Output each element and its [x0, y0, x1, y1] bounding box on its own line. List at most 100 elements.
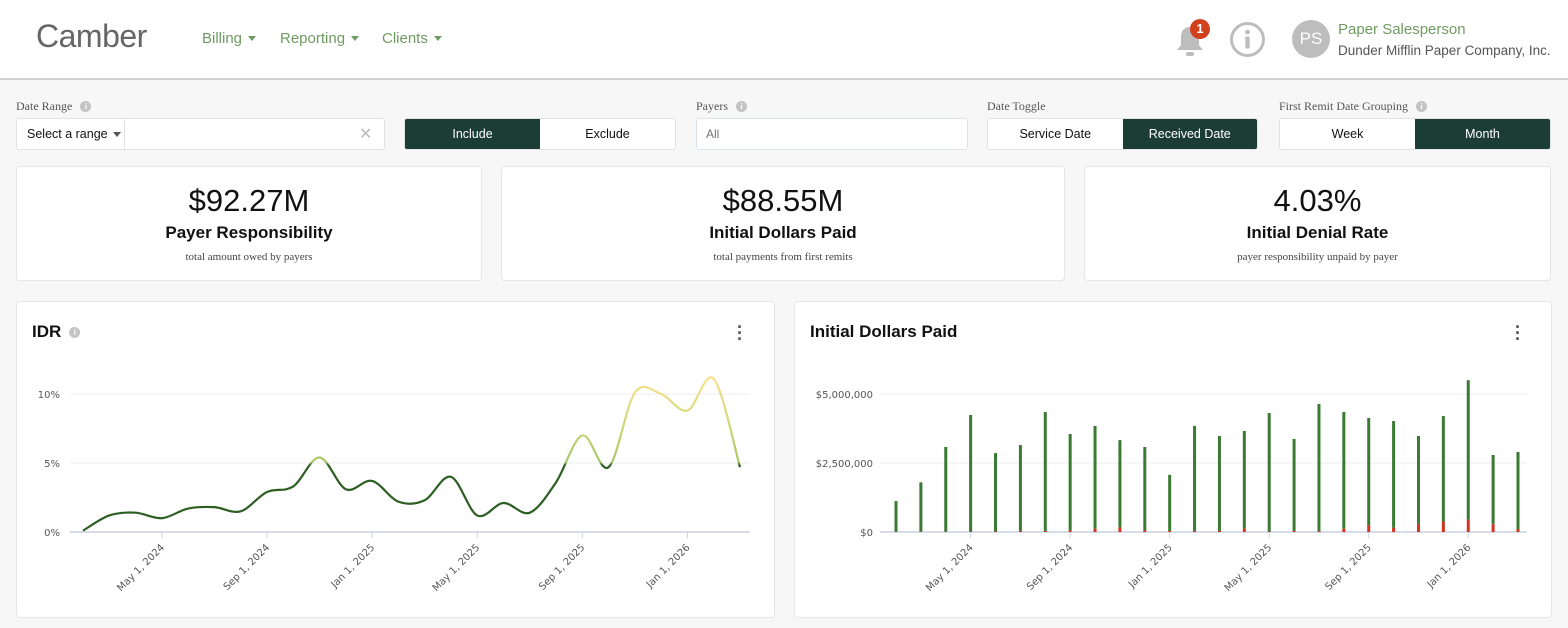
month-button[interactable]: Month	[1415, 119, 1550, 149]
bar-denied	[1441, 521, 1445, 532]
bar-paid	[1093, 426, 1097, 529]
bar-paid	[1317, 403, 1321, 531]
info-icon[interactable]: i	[736, 101, 747, 112]
label-text: Date Toggle	[987, 99, 1046, 113]
kpi-value: $88.55M	[722, 183, 844, 218]
bar-paid	[969, 414, 973, 532]
x-tick-label: Sep 1, 2024	[1025, 542, 1075, 592]
nav-clients[interactable]: Clients	[382, 30, 442, 47]
kpi-initial-denial-rate: 4.03% Initial Denial Rate payer responsi…	[1084, 166, 1551, 281]
bar-denied	[1267, 531, 1271, 532]
include-exclude-toggle: Include Exclude	[404, 118, 676, 150]
x-tick-label: Jan 1, 2026	[644, 542, 693, 591]
bar-denied	[1193, 530, 1197, 532]
idr-line	[82, 376, 742, 532]
chart-title: IDR i	[32, 322, 81, 342]
bar-denied	[969, 531, 973, 532]
bar-denied	[1118, 527, 1122, 532]
bar-denied	[1516, 528, 1520, 532]
week-button[interactable]: Week	[1331, 127, 1364, 141]
x-tick-label: Sep 1, 2025	[537, 542, 587, 592]
bar-paid	[1267, 413, 1271, 532]
bar-paid	[1416, 435, 1420, 524]
bar-paid	[1367, 418, 1371, 526]
x-tick-label: Jan 1, 2025	[329, 542, 378, 591]
caret-down-icon	[433, 36, 442, 41]
kpi-subtitle: payer responsibility unpaid by payer	[1237, 251, 1398, 263]
info-icon[interactable]: i	[1416, 101, 1427, 112]
label-text: Date Range	[16, 99, 73, 113]
date-toggle: Service Date Received Date	[987, 118, 1258, 150]
avatar[interactable]: PS	[1292, 20, 1330, 58]
nav-label: Reporting	[280, 30, 346, 47]
include-button[interactable]: Include	[405, 119, 540, 149]
info-icon[interactable]: i	[80, 101, 92, 112]
bar-denied	[994, 531, 998, 532]
x-tick-label: May 1, 2025	[1223, 542, 1275, 594]
bar-paid	[1516, 451, 1520, 529]
user-name: Paper Salesperson	[1338, 21, 1466, 38]
caret-down-icon	[351, 36, 360, 41]
info-icon[interactable]	[1229, 21, 1266, 58]
bar-denied	[1342, 528, 1346, 532]
payers-input[interactable]	[696, 118, 968, 150]
nav-billing[interactable]: Billing	[202, 30, 257, 47]
bar-denied	[1416, 523, 1420, 532]
kpi-subtitle: total payments from first remits	[713, 251, 853, 263]
nav-reporting[interactable]: Reporting	[280, 30, 360, 47]
payers-label: Payers i	[696, 99, 747, 114]
x-tick-label: Jan 1, 2025	[1126, 542, 1175, 591]
caret-down-icon	[248, 36, 257, 41]
exclude-button[interactable]: Exclude	[585, 127, 630, 141]
notification-badge: 1	[1190, 19, 1210, 39]
bar-denied	[1392, 527, 1396, 532]
nav-label: Clients	[382, 30, 428, 47]
bar-paid	[1466, 380, 1470, 520]
kpi-payer-responsibility: $92.27M Payer Responsibility total amoun…	[16, 166, 482, 281]
bar-paid	[919, 482, 923, 532]
date-range-label: Date Range i	[16, 99, 92, 114]
kpi-value: $92.27M	[188, 183, 310, 218]
bar-paid	[1043, 411, 1047, 531]
grouping-toggle: Week Month	[1279, 118, 1551, 150]
clear-icon[interactable]: ✕	[359, 126, 373, 143]
x-tick-label: May 1, 2024	[924, 542, 976, 594]
select-label: Select a range	[27, 127, 108, 141]
y-tick-label: $0	[860, 528, 873, 539]
bar-denied	[1491, 524, 1495, 532]
y-tick-label: 10%	[38, 390, 60, 401]
nav-label: Billing	[202, 30, 243, 47]
kpi-initial-dollars-paid: $88.55M Initial Dollars Paid total payme…	[501, 166, 1065, 281]
received-date-button[interactable]: Received Date	[1122, 119, 1257, 149]
chart-title: Initial Dollars Paid	[810, 322, 957, 342]
kpi-subtitle: total amount owed by payers	[185, 251, 313, 263]
bar-paid	[1118, 440, 1122, 528]
x-tick-label: May 1, 2025	[431, 542, 483, 594]
bar-denied	[1242, 528, 1246, 532]
bar-denied	[1367, 525, 1371, 532]
bar-denied	[1168, 530, 1172, 532]
more-options-icon[interactable]: · · ·	[1515, 317, 1521, 349]
date-range-select[interactable]: Select a range	[17, 119, 125, 149]
more-options-icon[interactable]: · · ·	[737, 317, 743, 349]
info-icon[interactable]: i	[69, 326, 81, 338]
bar-paid	[1491, 454, 1495, 525]
label-text: First Remit Date Grouping	[1279, 99, 1408, 113]
kpi-title: Initial Denial Rate	[1246, 223, 1389, 242]
y-tick-label: 5%	[44, 459, 60, 470]
y-tick-label: $5,000,000	[816, 390, 873, 401]
camber-logo[interactable]: Camber	[36, 18, 147, 54]
x-tick-label: Jan 1, 2026	[1425, 542, 1474, 591]
bar-paid	[1392, 421, 1396, 528]
bar-paid	[1217, 435, 1221, 531]
bar-denied	[1043, 530, 1047, 532]
title-text: IDR	[32, 322, 62, 341]
bar-denied	[1466, 519, 1470, 532]
service-date-button[interactable]: Service Date	[1019, 127, 1092, 141]
date-toggle-label: Date Toggle	[987, 99, 1046, 114]
user-organization: Dunder Mifflin Paper Company, Inc.	[1338, 43, 1551, 58]
bar-paid	[1292, 438, 1296, 531]
date-range-field: Select a range ✕	[16, 118, 385, 150]
x-tick-label: Sep 1, 2025	[1323, 542, 1373, 592]
